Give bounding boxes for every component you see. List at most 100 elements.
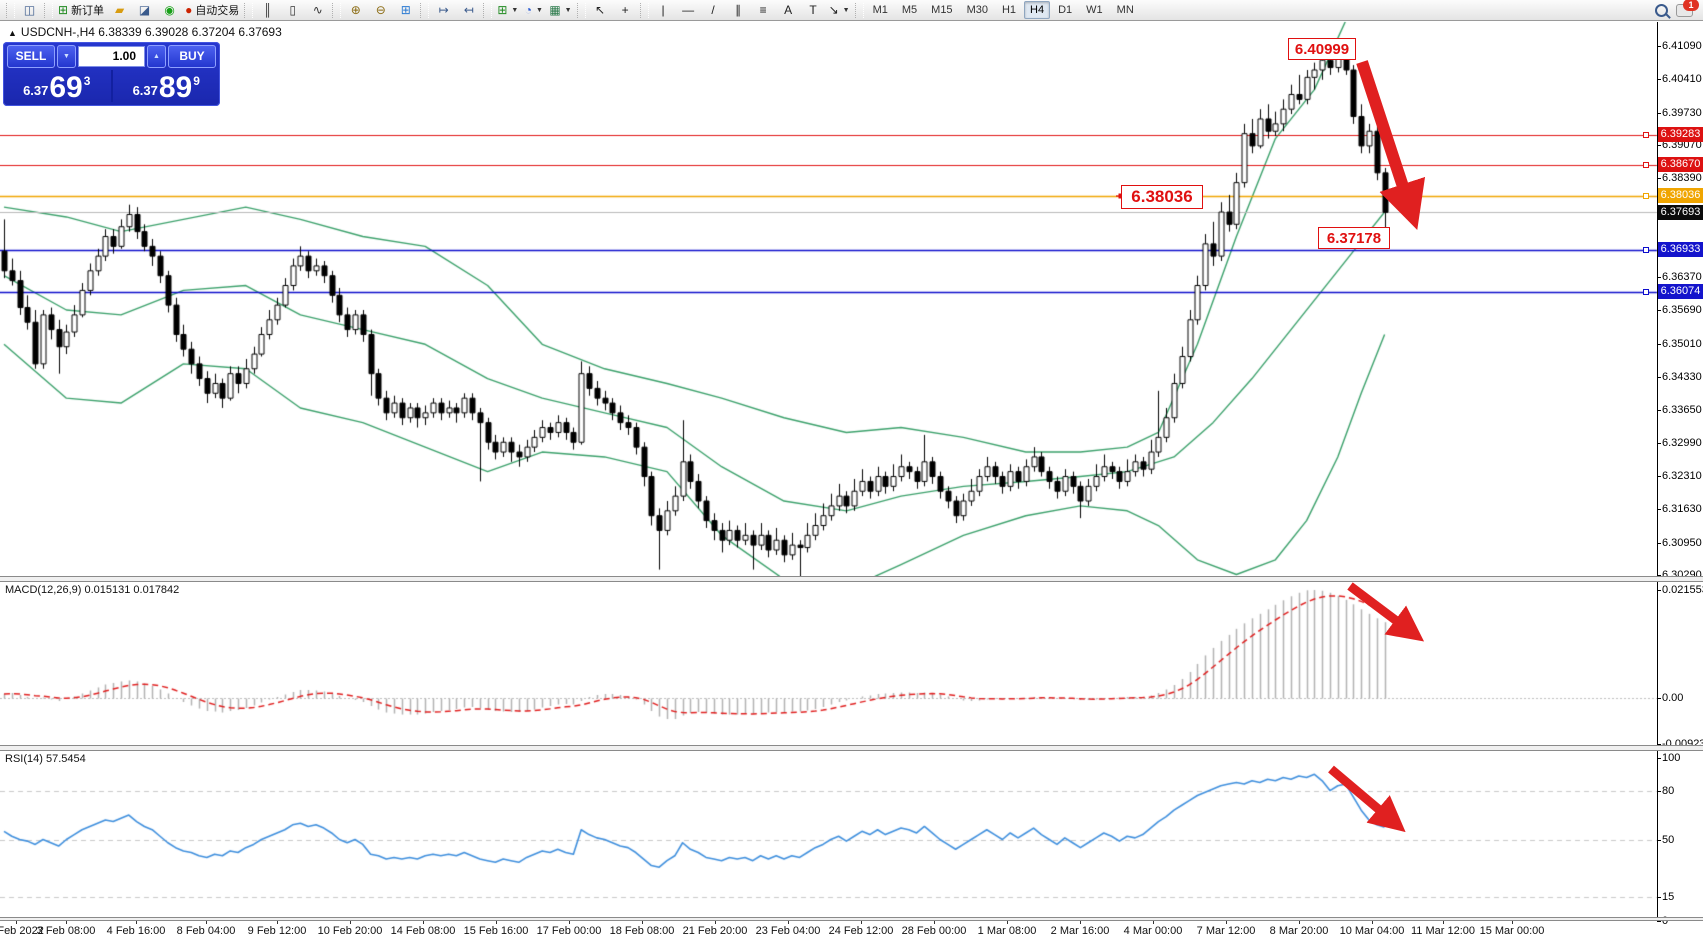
time-axis-tick: [1226, 921, 1227, 924]
price-callout-label[interactable]: 6.40999: [1288, 38, 1356, 60]
level-line-handle[interactable]: [1643, 131, 1649, 138]
time-axis-label: 15 Mar 00:00: [1479, 925, 1545, 937]
time-axis-label: 24 Feb 12:00: [828, 925, 894, 937]
buy-price-main: 89: [158, 71, 193, 104]
buy-button[interactable]: BUY: [168, 44, 216, 68]
level-line-handle[interactable]: [1643, 192, 1649, 199]
axis-tick-mark: [1657, 310, 1661, 312]
time-axis-tick: [16, 921, 17, 924]
time-axis-tick: [1153, 921, 1154, 924]
time-axis-tick: [66, 921, 67, 924]
time-axis-label: 8 Feb 04:00: [176, 925, 236, 937]
time-axis-tick: [934, 921, 935, 924]
axis-tick-mark: [1657, 758, 1661, 759]
sell-price-sup: 3: [83, 74, 91, 88]
price-axis-border: [1657, 22, 1658, 921]
symbol-ohlc-text: USDCNH-,H4 6.38339 6.39028 6.37204 6.376…: [20, 25, 282, 39]
time-axis-label: 10 Feb 20:00: [317, 925, 383, 937]
rsi-indicator-label: RSI(14) 57.5454: [5, 753, 86, 765]
time-axis-tick: [1512, 921, 1513, 924]
buy-price-sup: 9: [193, 74, 200, 88]
time-axis-label: 10 Mar 04:00: [1339, 925, 1405, 937]
price-axis-badge: 6.39283: [1658, 127, 1703, 142]
symbol-ohlc-readout: ▲ USDCNH-,H4 6.38339 6.39028 6.37204 6.37…: [8, 25, 282, 39]
rsi-axis-tick-label: 100: [1662, 752, 1681, 764]
axis-tick-mark: [1657, 277, 1661, 279]
buy-price-prefix: 6.37: [132, 83, 158, 98]
axis-tick-mark: [1657, 112, 1661, 114]
axis-tick-mark: [1657, 574, 1661, 576]
axis-tick-mark: [1657, 144, 1661, 146]
price-axis-badge: 6.36074: [1658, 284, 1703, 300]
time-axis-label: 28 Feb 00:00: [901, 925, 967, 937]
volume-input[interactable]: 1.00: [78, 45, 145, 67]
axis-tick-mark: [1657, 476, 1661, 478]
level-line-handle[interactable]: [1643, 161, 1649, 168]
axis-tick-mark: [1657, 589, 1661, 591]
level-line-handle[interactable]: [1643, 246, 1649, 253]
time-axis-label: 23 Feb 04:00: [755, 925, 821, 937]
axis-tick-mark: [1657, 46, 1661, 47]
collapse-triangle-icon[interactable]: ▲: [8, 28, 17, 38]
rsi-timeaxis-splitter: [0, 917, 1703, 921]
macd-rsi-splitter[interactable]: [0, 745, 1703, 751]
price-axis-tick-label: 6.38390: [1662, 172, 1702, 185]
main-macd-splitter[interactable]: [0, 576, 1703, 582]
time-axis-label: 2 Mar 16:00: [1050, 925, 1110, 937]
price-axis-tick-label: 6.36370: [1662, 271, 1702, 284]
macd-axis-tick-label: 0.00: [1662, 692, 1684, 704]
axis-tick-mark: [1657, 542, 1661, 544]
price-axis-tick-label: 6.41090: [1662, 40, 1702, 52]
time-axis-tick: [1080, 921, 1081, 924]
time-axis-label: 4 Feb 16:00: [106, 925, 166, 937]
axis-tick-mark: [1657, 744, 1661, 746]
time-axis-tick: [350, 921, 351, 924]
time-axis-tick: [715, 921, 716, 924]
time-axis-tick: [136, 921, 137, 924]
time-axis-tick: [1299, 921, 1300, 924]
price-axis-tick-label: 6.33650: [1662, 404, 1702, 417]
rsi-axis-tick-label: 0: [1662, 915, 1669, 927]
time-axis-tick: [861, 921, 862, 924]
volume-decrease-button[interactable]: ▼: [57, 44, 76, 68]
time-axis-label: 15 Feb 16:00: [463, 925, 529, 937]
sell-price-main: 69: [49, 71, 83, 104]
time-axis-label: 7 Mar 12:00: [1196, 925, 1256, 937]
price-axis-tick-label: 6.32990: [1662, 436, 1702, 449]
axis-tick-mark: [1657, 442, 1661, 444]
axis-tick-mark: [1657, 509, 1661, 511]
price-callout-label[interactable]: 6.37178: [1318, 227, 1390, 249]
axis-tick-mark: [1657, 343, 1661, 345]
price-axis-tick-label: 6.35690: [1662, 304, 1702, 317]
price-axis-tick-label: 6.31630: [1662, 503, 1702, 516]
axis-tick-mark: [1657, 79, 1661, 81]
sell-button[interactable]: SELL: [7, 44, 55, 68]
time-axis-tick: [496, 921, 497, 924]
time-axis-label: 8 Mar 20:00: [1269, 925, 1329, 937]
trade-controls-row: SELL ▼ 1.00 ▲ BUY: [3, 42, 220, 68]
time-axis-label: 18 Feb 08:00: [609, 925, 675, 937]
axis-tick-mark: [1657, 698, 1661, 699]
buy-price[interactable]: 6.37 89 9: [113, 68, 221, 104]
price-axis-tick-label: 6.34330: [1662, 371, 1702, 384]
time-axis-tick: [569, 921, 570, 924]
level-line-handle[interactable]: [1643, 288, 1649, 295]
price-callout-label[interactable]: 6.38036: [1121, 185, 1203, 209]
price-axis-tick-label: 6.35010: [1662, 337, 1702, 350]
rsi-axis-tick-label: 50: [1662, 833, 1675, 846]
time-axis-tick: [423, 921, 424, 924]
time-axis-label: 2 Feb 2022: [0, 925, 44, 937]
axis-tick-mark: [1657, 377, 1661, 379]
axis-tick-mark: [1657, 790, 1661, 792]
price-divider: [110, 70, 113, 102]
time-axis-label: 17 Feb 00:00: [536, 925, 602, 937]
axis-tick-mark: [1657, 410, 1661, 412]
sell-price[interactable]: 6.37 69 3: [3, 68, 111, 104]
time-axis-label: 9 Feb 12:00: [247, 925, 307, 937]
time-axis-tick: [1007, 921, 1008, 924]
volume-increase-button[interactable]: ▲: [147, 44, 166, 68]
one-click-trading-panel: SELL ▼ 1.00 ▲ BUY 6.37 69 3 6.37 89 9: [3, 42, 220, 106]
sell-price-prefix: 6.37: [23, 83, 49, 98]
